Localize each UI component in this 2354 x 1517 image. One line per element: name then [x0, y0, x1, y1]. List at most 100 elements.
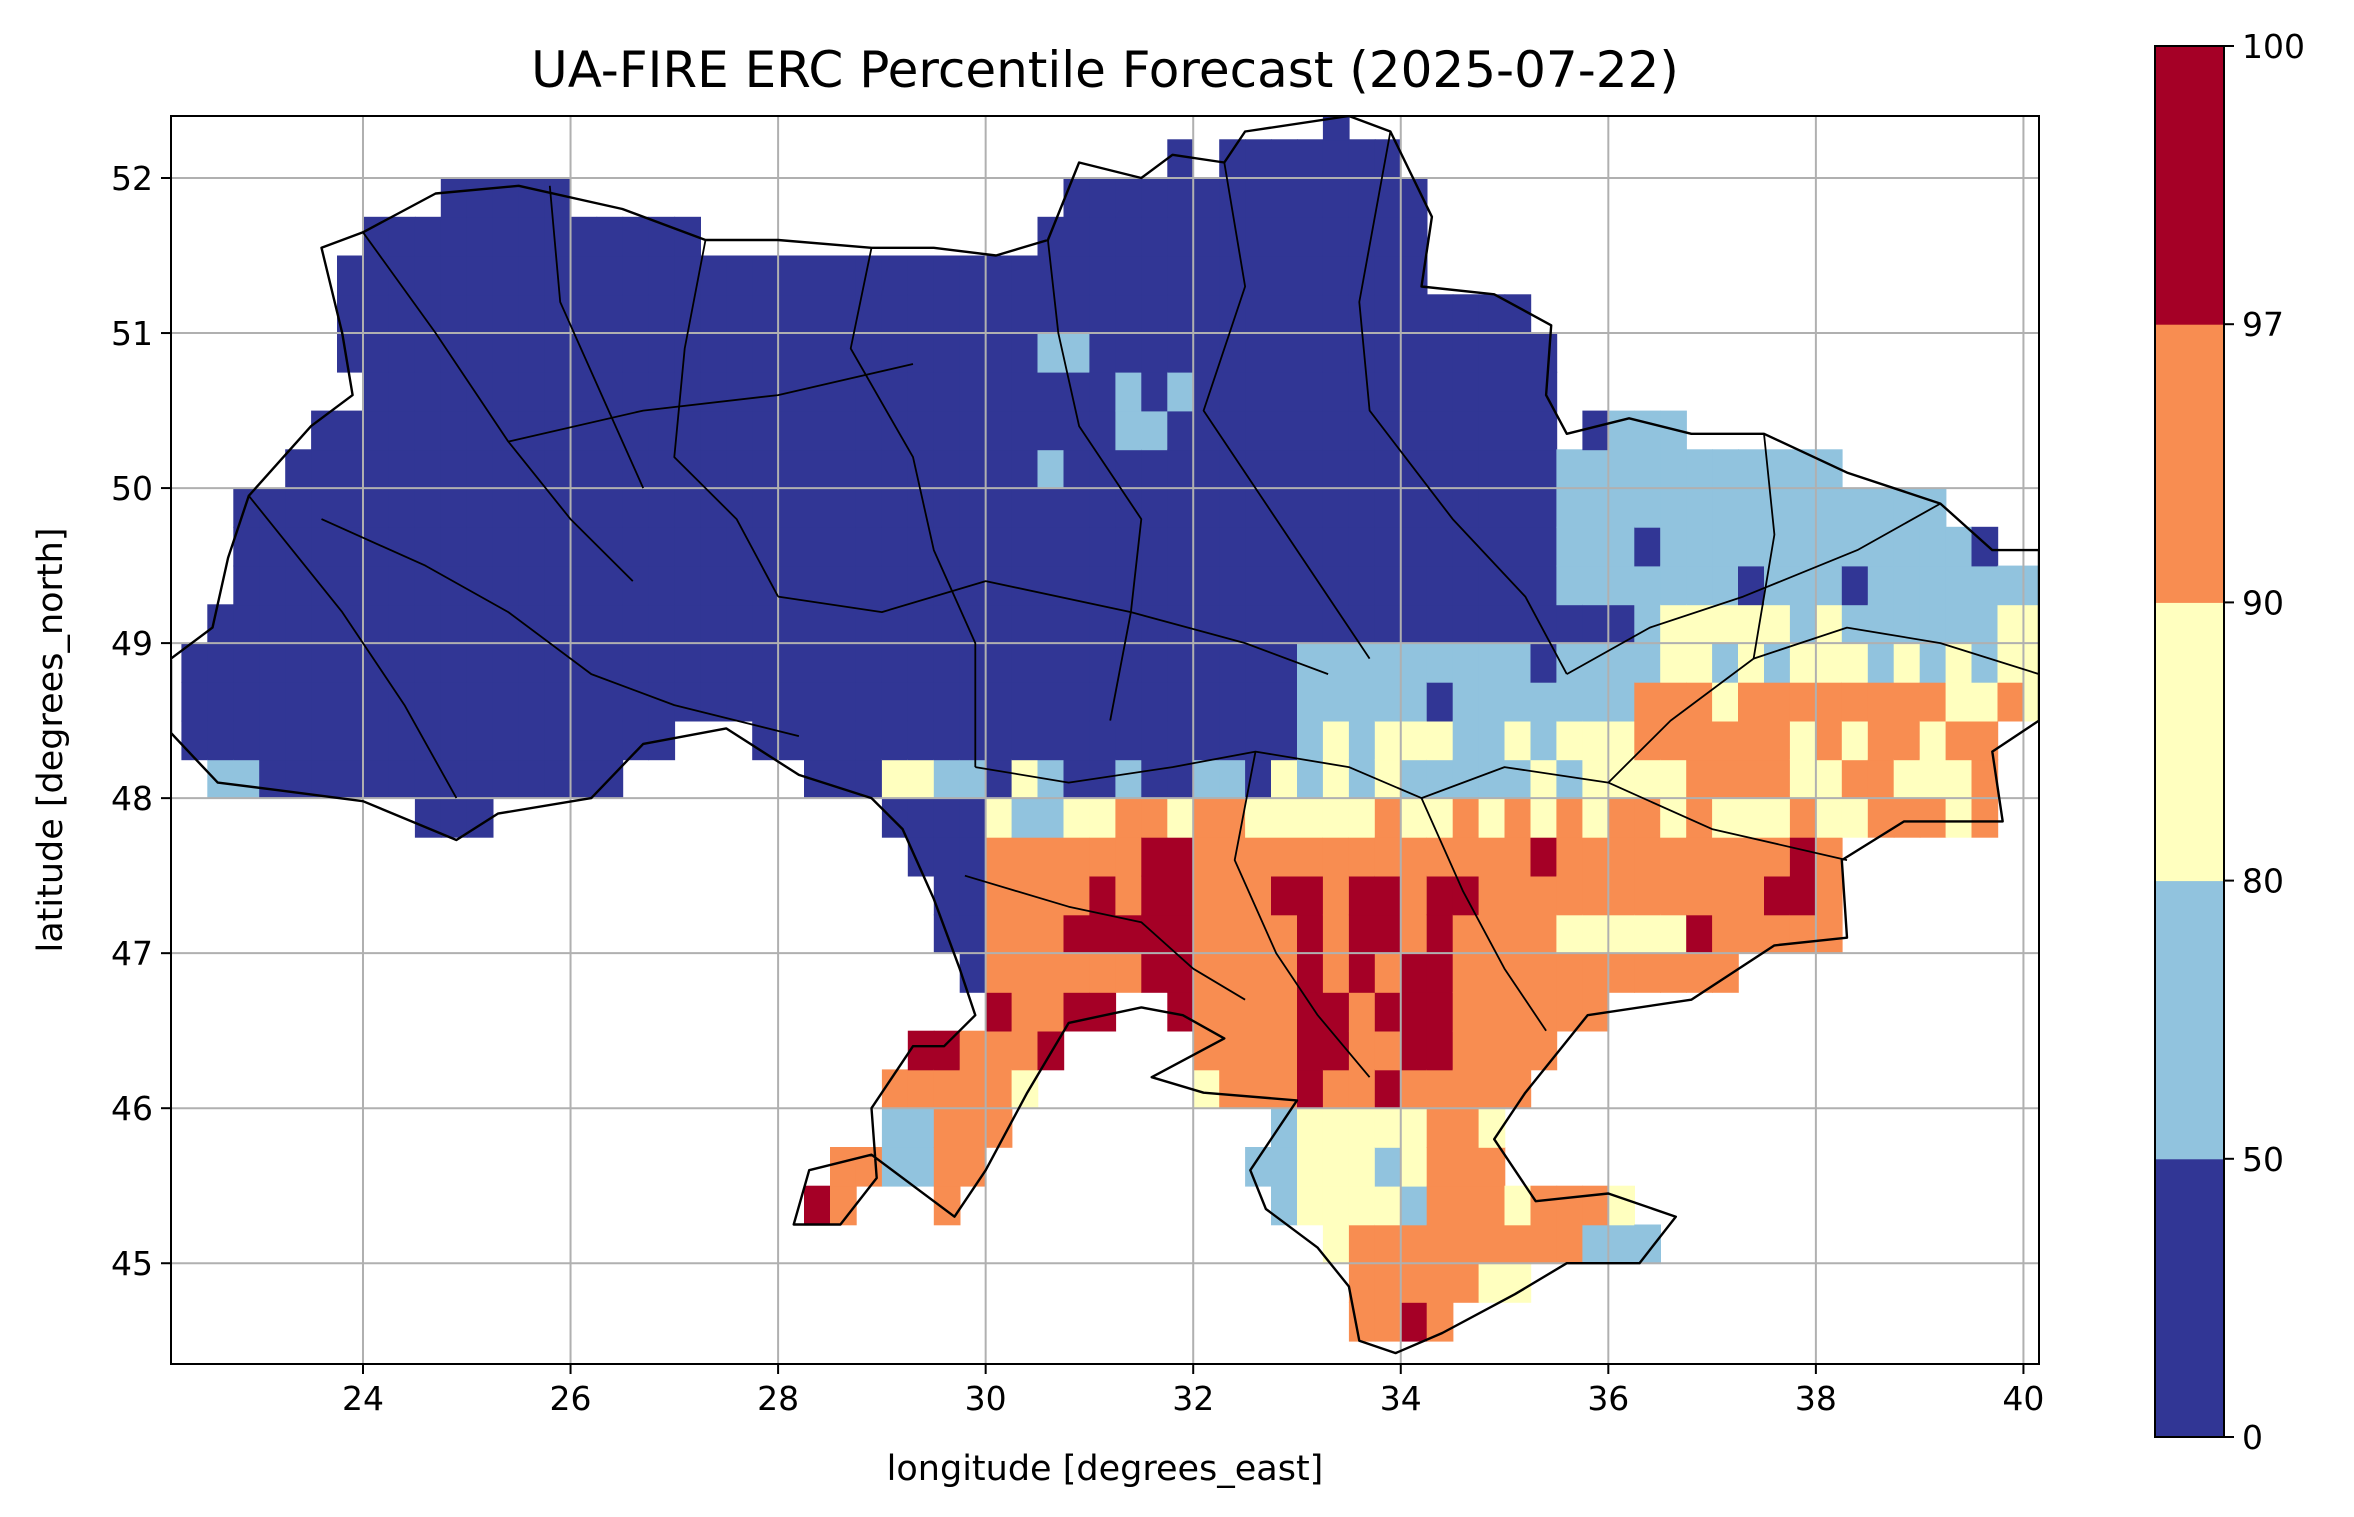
erc-cell	[1011, 681, 1039, 722]
erc-cell	[1504, 604, 1532, 644]
erc-cell	[1452, 294, 1480, 334]
erc-cell	[1815, 565, 1843, 606]
erc-cell	[1089, 294, 1117, 334]
erc-cell	[518, 604, 546, 644]
erc-cell	[1608, 875, 1635, 916]
erc-cell	[1452, 449, 1480, 489]
erc-cell	[726, 565, 753, 606]
erc-cell	[1141, 759, 1168, 799]
erc-cell	[830, 488, 857, 528]
erc-cell	[1426, 526, 1454, 567]
erc-cell	[1271, 178, 1298, 218]
erc-cell	[700, 604, 727, 644]
erc-cell	[337, 526, 364, 567]
erc-cell	[648, 371, 676, 412]
erc-cell	[1867, 681, 1895, 722]
erc-cell	[959, 294, 987, 334]
erc-cell	[855, 720, 883, 761]
erc-cell	[1219, 565, 1246, 606]
erc-cell	[985, 681, 1013, 722]
erc-cell	[518, 216, 546, 257]
erc-cell	[1348, 604, 1376, 644]
erc-cell	[1167, 991, 1194, 1032]
erc-cell	[1712, 759, 1739, 799]
erc-cell	[959, 1108, 987, 1148]
erc-cell	[1322, 1147, 1350, 1187]
erc-cell	[830, 294, 857, 334]
erc-cell	[466, 333, 494, 373]
erc-cell	[1063, 643, 1091, 683]
erc-cell	[1219, 643, 1246, 683]
erc-cell	[1193, 449, 1220, 489]
erc-cell	[1686, 449, 1713, 489]
erc-cell	[933, 410, 961, 451]
erc-cell	[1815, 488, 1843, 528]
erc-cell	[1764, 798, 1791, 838]
erc-cell	[1245, 565, 1272, 606]
erc-cell	[596, 604, 624, 644]
erc-cell	[648, 488, 676, 528]
erc-cell	[1452, 333, 1480, 373]
erc-cell	[622, 681, 650, 722]
erc-cell	[1919, 526, 1947, 567]
erc-cell	[363, 681, 390, 722]
erc-cell	[1582, 410, 1610, 451]
erc-cell	[1712, 914, 1739, 954]
erc-cell	[622, 216, 650, 257]
erc-cell	[907, 294, 935, 334]
erc-cell	[1556, 526, 1584, 567]
erc-cell	[596, 294, 624, 334]
erc-cell	[1037, 216, 1065, 257]
erc-cell	[1167, 565, 1194, 606]
erc-cell	[933, 681, 961, 722]
erc-cell	[985, 371, 1013, 412]
erc-cell	[1115, 410, 1143, 451]
erc-cell	[855, 371, 883, 412]
erc-cell	[1037, 449, 1065, 489]
erc-cell	[1738, 720, 1765, 761]
erc-cell	[1063, 488, 1091, 528]
erc-cell	[1167, 720, 1194, 761]
erc-cell	[1478, 488, 1506, 528]
erc-cell	[1634, 449, 1661, 489]
erc-cell	[2023, 681, 2039, 722]
erc-cell	[440, 526, 468, 567]
erc-cell	[1297, 681, 1324, 722]
erc-cell	[1374, 720, 1402, 761]
erc-cell	[1167, 914, 1194, 954]
erc-cell	[1297, 914, 1324, 954]
erc-cell	[1193, 410, 1220, 451]
x-tick-label: 24	[342, 1379, 384, 1418]
erc-cell	[1660, 604, 1687, 644]
erc-cell	[1374, 1069, 1402, 1109]
erc-cell	[855, 681, 883, 722]
erc-cell	[1167, 953, 1194, 993]
erc-cell	[700, 643, 727, 683]
erc-cell	[1348, 139, 1376, 179]
erc-cell	[778, 526, 805, 567]
erc-cell	[1452, 759, 1480, 799]
erc-cell	[1219, 216, 1246, 257]
erc-cell	[1634, 1224, 1661, 1265]
erc-cell	[1271, 371, 1298, 412]
erc-cell	[752, 294, 779, 334]
erc-cell	[1530, 526, 1558, 567]
erc-cell	[1400, 681, 1428, 722]
colorbar-tick-label: 100	[2242, 27, 2305, 66]
erc-cell	[1167, 526, 1194, 567]
erc-cell	[830, 720, 857, 761]
oblast-border	[1566, 502, 1941, 675]
erc-cell	[1271, 216, 1298, 257]
erc-cell	[1556, 953, 1584, 993]
erc-cell	[1504, 643, 1532, 683]
colorbar-segment	[2155, 324, 2224, 603]
erc-cell	[830, 1147, 857, 1187]
erc-cell	[1245, 798, 1272, 838]
erc-cell	[1738, 488, 1765, 528]
erc-cell	[752, 371, 779, 412]
erc-cell	[1452, 1108, 1480, 1148]
erc-cell	[1271, 836, 1298, 877]
erc-cell	[1504, 798, 1532, 838]
erc-cell	[1452, 371, 1480, 412]
erc-cell	[1764, 759, 1791, 799]
